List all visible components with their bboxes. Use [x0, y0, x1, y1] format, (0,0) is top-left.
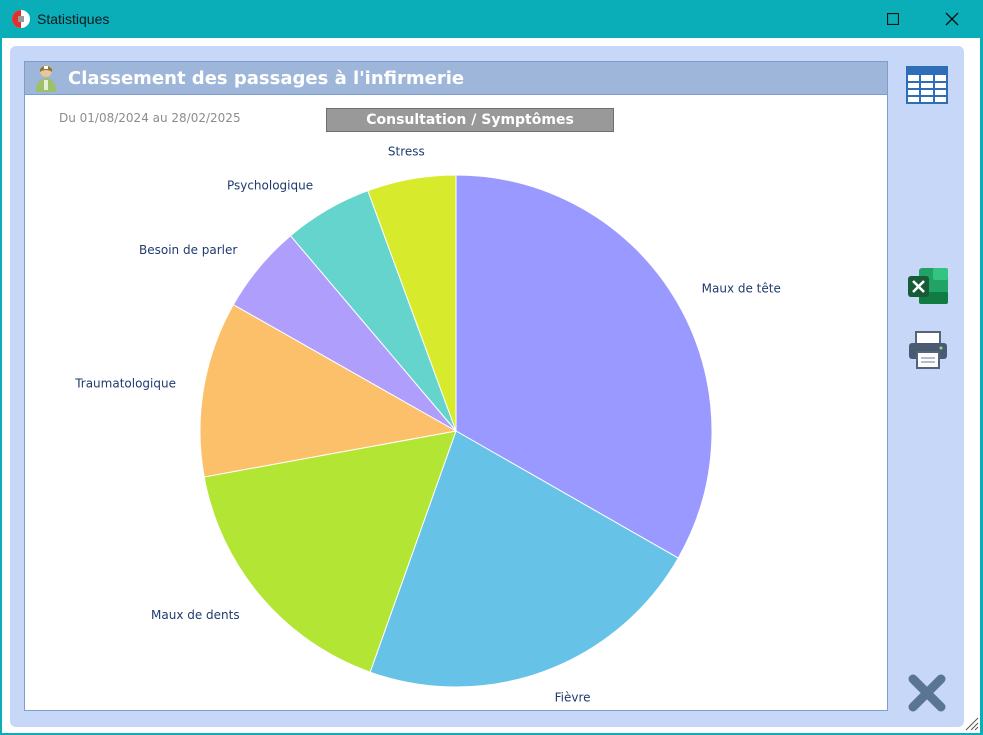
pie-label-fievre: Fièvre: [555, 690, 591, 704]
window-title: Statistiques: [37, 11, 110, 27]
date-range-label: Du 01/08/2024 au 28/02/2025: [59, 111, 241, 125]
pie-slice-traumatologique: [199, 303, 458, 478]
print-icon[interactable]: [907, 330, 949, 370]
pie-chart: Maux de tête Fièvre Maux de dents Traumatol…: [74, 144, 781, 704]
pie-slice-maux-de-tete: [455, 174, 713, 559]
nurse-icon: [36, 65, 56, 92]
pie-slice-fievre: [369, 430, 679, 688]
statistics-panel: Classement des passages à l'infirmerie D…: [24, 61, 888, 711]
maximize-icon: [887, 13, 899, 25]
minimize-button[interactable]: [807, 0, 859, 38]
chart-type-selector-button[interactable]: Consultation / Symptômes: [326, 108, 614, 132]
pie-label-besoin-de-parler: Besoin de parler: [139, 243, 237, 257]
panel-header: Classement des passages à l'infirmerie: [25, 62, 887, 95]
title-bar: Statistiques: [0, 0, 983, 38]
pie-label-maux-de-tete: Maux de tête: [702, 281, 781, 295]
pie-label-stress: Stress: [388, 144, 425, 158]
app-logo-icon: [12, 10, 30, 28]
minimize-icon: [827, 18, 839, 20]
maximize-button[interactable]: [867, 0, 919, 38]
close-panel-icon[interactable]: [907, 673, 947, 713]
pie-slice-stress: [367, 174, 457, 432]
pie-label-maux-de-dents: Maux de dents: [151, 608, 240, 622]
table-view-icon[interactable]: [906, 66, 948, 104]
pie-slice-maux-de-dents: [203, 430, 457, 673]
close-window-button[interactable]: [926, 0, 978, 38]
close-icon: [945, 12, 959, 26]
resize-grip-icon[interactable]: [962, 714, 980, 732]
pie-label-psychologique: Psychologique: [227, 179, 313, 193]
excel-export-icon[interactable]: [907, 266, 949, 306]
panel-title: Classement des passages à l'infirmerie: [68, 68, 465, 89]
pie-label-traumatologique: Traumatologique: [74, 377, 176, 391]
